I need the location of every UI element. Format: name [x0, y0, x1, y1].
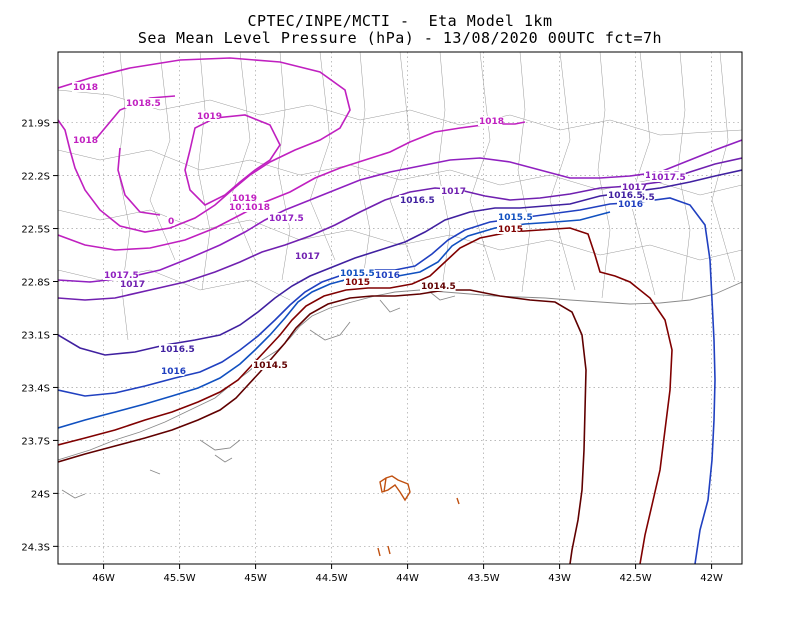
axis-ticks: 46W 45.5W 45W 44.5W 44W 43.5W 43W 42.5W 42W 21.9S…: [21, 119, 723, 584]
lat-tick-label: 24.3S: [21, 542, 50, 553]
contour-label: 1017: [295, 252, 320, 262]
contour-label-bg: [374, 270, 399, 280]
contour-label-bg: [339, 268, 375, 278]
contour-label-bg: [72, 135, 97, 145]
isobar-1018-north: [58, 57, 351, 233]
contour-label: 1015: [345, 278, 370, 288]
contour-label-bg: [294, 251, 319, 261]
isobars: [58, 57, 742, 564]
contour-label-bg: [607, 190, 643, 200]
contour-label-bg: [159, 344, 195, 354]
isobar-1014-small: [377, 497, 460, 557]
contour-label-bg: [160, 366, 185, 376]
contour-label: 1017: [441, 187, 466, 197]
contour-label-bg: [231, 193, 256, 203]
coastline: [58, 281, 742, 499]
contour-label: 1017: [622, 183, 647, 193]
contour-label-bg: [119, 279, 144, 289]
lon-tick-label: 46W: [92, 573, 115, 584]
lon-tick-label: 44W: [396, 573, 419, 584]
contour-label-bg: [497, 224, 522, 234]
contour-label-bg: [420, 281, 456, 291]
contour-label: 1017.5: [269, 214, 304, 224]
contour-label-bg: [478, 116, 503, 126]
contour-label: 1016: [618, 200, 643, 210]
isobar-1017-5: [58, 139, 742, 283]
lat-tick-label: 23.1S: [21, 330, 50, 341]
contour-label: 1015.5: [498, 213, 533, 223]
contour-label: 1017: [120, 280, 145, 290]
contour-label: 1019: [197, 112, 222, 122]
lat-tick-label: 23.7S: [21, 436, 50, 447]
contour-labels: 10181018.510191018101810191018.510181017…: [72, 82, 686, 377]
isobar-1018-middle: [58, 121, 526, 251]
lat-tick-label: 23.4S: [21, 383, 50, 394]
contour-label-bg: [497, 212, 533, 222]
lon-tick-label: 45.5W: [164, 573, 196, 584]
lon-tick-label: 45W: [244, 573, 267, 584]
isobar-1016: [58, 197, 716, 564]
contour-label: 1016: [161, 367, 186, 377]
lon-tick-label: 43W: [548, 573, 571, 584]
lat-tick-label: 24S: [31, 489, 50, 500]
map-subtitle: Sea Mean Level Pressure (hPa) - 13/08/20…: [137, 29, 663, 47]
contour-label: 1016.5: [608, 191, 643, 201]
contour-label: 1017.5: [104, 271, 139, 281]
contour-label-bg: [399, 195, 435, 205]
contour-label-bg: [650, 172, 686, 182]
contour-label-bg: [621, 182, 646, 192]
graticule: [58, 52, 742, 564]
contour-label-bg: [103, 270, 139, 280]
isobar-1015-5: [58, 211, 611, 429]
contour-label: 1016.5: [400, 196, 435, 206]
contour-label: 1017.5: [651, 173, 686, 183]
contour-label: 1016: [375, 271, 400, 281]
lat-tick-label: 22.8S: [21, 278, 50, 289]
lon-tick-label: 43.5W: [468, 573, 500, 584]
contour-label-bg: [617, 199, 642, 209]
contour-label: 1019: [232, 194, 257, 204]
contour-label: 1018: [73, 83, 98, 93]
lon-tick-label: 42W: [700, 573, 723, 584]
contour-label: 1018.5: [126, 99, 161, 109]
contour-label-bg: [252, 360, 288, 370]
contour-label: 1016.5: [160, 345, 195, 355]
contour-label-bg: [125, 98, 161, 108]
contour-label-bg: [344, 277, 369, 287]
map-layer: 10181018.510191018101810191018.510181017…: [58, 52, 742, 564]
isobar-1014-5: [58, 289, 587, 564]
contour-label: 1018: [73, 136, 98, 146]
contour-label: 1015: [498, 225, 523, 235]
lat-tick-label: 22.2S: [21, 172, 50, 183]
lat-tick-label: 21.9S: [21, 119, 50, 130]
contour-label-bg: [196, 111, 221, 121]
state-boundaries: [58, 52, 742, 341]
contour-label-bg: [268, 213, 304, 223]
contour-label: 1018: [479, 117, 504, 127]
contour-label-bg: [72, 82, 97, 92]
isobar-1014-island: [379, 475, 411, 502]
lat-tick-label: 22.5S: [21, 225, 50, 236]
contour-label: 0: [168, 217, 174, 227]
contour-label-bg: [440, 186, 465, 196]
contour-label: 1014.5: [421, 282, 456, 292]
lon-tick-label: 44.5W: [316, 573, 348, 584]
isobar-1015: [58, 227, 673, 564]
contour-label-bg: [167, 216, 175, 226]
contour-label-bg: [244, 202, 269, 212]
contour-label: 1018: [245, 203, 270, 213]
map-title: CPTEC/INPE/MCTI - Eta Model 1km: [247, 12, 553, 30]
contour-label: 1015.5: [340, 269, 375, 279]
contour-label: 1014.5: [253, 361, 288, 371]
lon-tick-label: 42.5W: [620, 573, 652, 584]
isobar-1018-5: [94, 95, 176, 216]
plot-frame: [57, 51, 743, 565]
